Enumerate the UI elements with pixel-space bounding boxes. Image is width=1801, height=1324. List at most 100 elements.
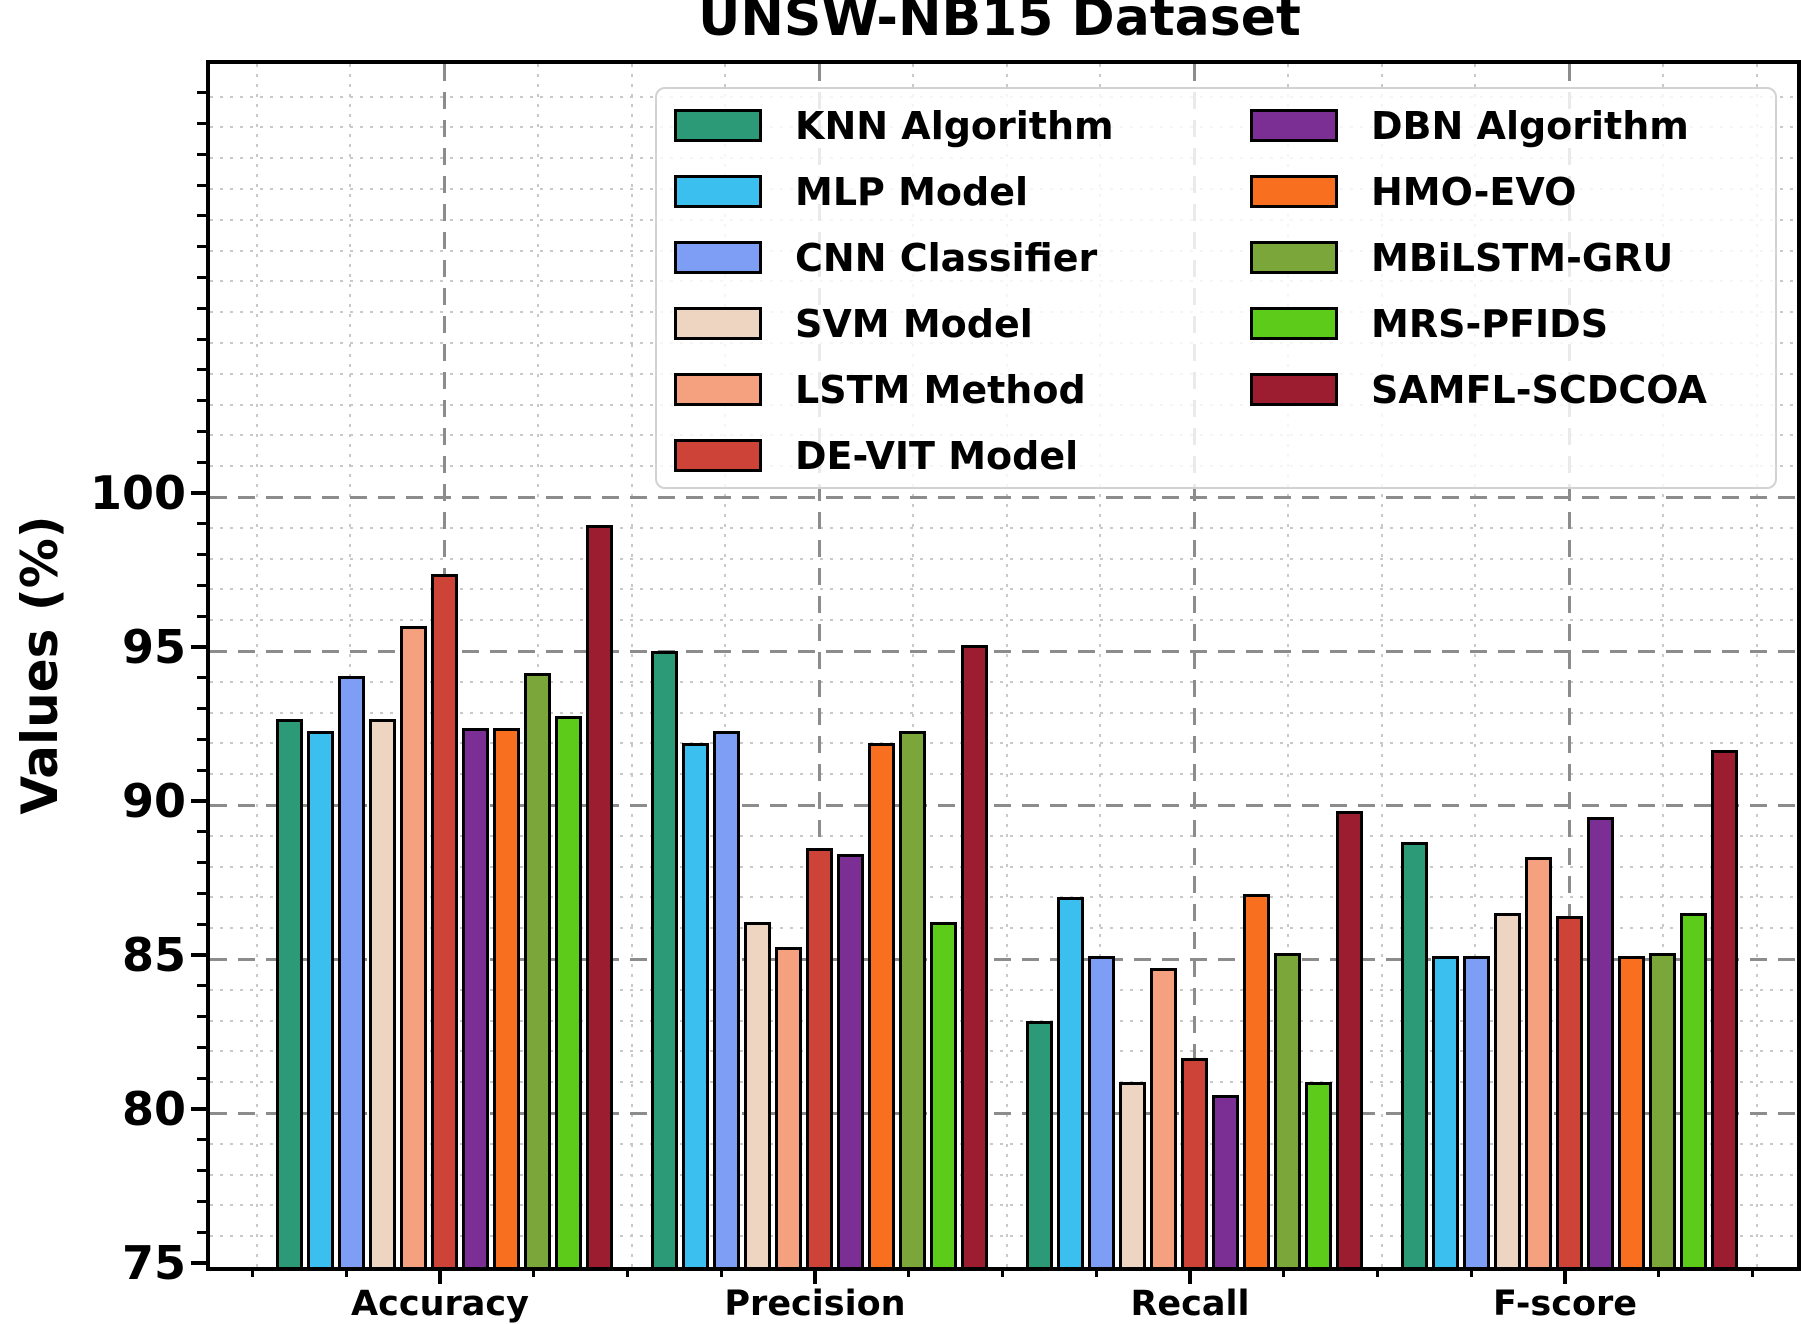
bar-cnn-classifier-accuracy — [337, 676, 365, 1267]
bar-mbilstm-gru-accuracy — [523, 673, 551, 1267]
bar-mlp-model-accuracy — [306, 731, 334, 1267]
y-major-tick — [191, 645, 206, 649]
gridline-major-v — [1192, 64, 1196, 1267]
gridline-major-v — [817, 64, 821, 1267]
legend-label: CNN Classifier — [795, 236, 1098, 280]
y-minor-tick — [197, 1045, 206, 1049]
x-minor-tick — [719, 1267, 723, 1277]
bar-de-vit-model-recall — [1180, 1058, 1208, 1267]
bar-mrs-pfids-accuracy — [554, 716, 582, 1267]
bar-hmo-evo-precision — [867, 743, 895, 1267]
gridline-major-h — [210, 649, 1797, 653]
x-tick-label: Accuracy — [351, 1284, 529, 1324]
gridline-major-h — [210, 803, 1797, 807]
gridline-major-h — [210, 1111, 1797, 1115]
bar-mbilstm-gru-recall — [1273, 953, 1301, 1267]
y-major-tick — [191, 799, 206, 803]
legend-label: MLP Model — [795, 170, 1029, 214]
gridline-minor-v — [536, 64, 539, 1267]
y-tick-label: 75 — [121, 1236, 186, 1290]
bar-knn-algorithm-accuracy — [275, 719, 303, 1267]
y-minor-tick — [197, 214, 206, 218]
legend-swatch-mrs-pfids — [1250, 307, 1338, 340]
y-minor-tick — [197, 522, 206, 526]
legend-label: DE-VIT Model — [795, 434, 1079, 478]
y-minor-tick — [197, 707, 206, 711]
y-minor-tick — [197, 460, 206, 464]
bar-cnn-classifier-recall — [1087, 956, 1115, 1267]
y-minor-tick — [197, 1230, 206, 1234]
y-tick-label: 90 — [121, 774, 186, 828]
bar-svm-model-recall — [1118, 1082, 1146, 1267]
y-minor-tick — [197, 275, 206, 279]
bar-mrs-pfids-f-score — [1679, 913, 1707, 1267]
bar-knn-algorithm-f-score — [1400, 842, 1428, 1267]
legend-swatch-hmo-evo — [1250, 175, 1338, 208]
gridline-minor-h — [210, 588, 1797, 591]
gridline-minor-h — [210, 711, 1797, 714]
y-minor-tick — [197, 614, 206, 618]
x-minor-tick — [1657, 1267, 1661, 1277]
gridline-minor-v — [1661, 64, 1664, 1267]
bar-mlp-model-recall — [1056, 897, 1084, 1267]
y-minor-tick — [197, 91, 206, 95]
legend-item: KNN Algorithm — [674, 106, 1214, 146]
bar-samfl-scdcoa-accuracy — [585, 525, 613, 1267]
bar-hmo-evo-f-score — [1617, 956, 1645, 1267]
bar-lstm-method-accuracy — [399, 626, 427, 1267]
gridline-major-v — [1567, 64, 1571, 1267]
bar-de-vit-model-accuracy — [430, 574, 458, 1267]
gridline-minor-h — [210, 1050, 1797, 1053]
y-minor-tick — [197, 152, 206, 156]
gridline-major-h — [210, 495, 1797, 499]
bar-samfl-scdcoa-recall — [1335, 811, 1363, 1267]
y-minor-tick — [197, 306, 206, 310]
gridline-minor-v — [1474, 64, 1477, 1267]
gridline-minor-h — [210, 988, 1797, 991]
legend-swatch-mbilstm-gru — [1250, 241, 1338, 274]
gridline-minor-h — [210, 680, 1797, 683]
bar-de-vit-model-precision — [805, 848, 833, 1267]
gridline-minor-v — [1755, 64, 1758, 1267]
y-minor-tick — [197, 984, 206, 988]
bar-dbn-algorithm-f-score — [1586, 817, 1614, 1267]
gridline-minor-v — [724, 64, 727, 1267]
x-minor-tick — [1376, 1267, 1379, 1277]
legend-item: SAMFL-SCDCOA — [1250, 370, 1790, 410]
x-minor-tick — [251, 1267, 254, 1277]
legend-swatch-knn-algorithm — [674, 109, 762, 142]
bar-de-vit-model-f-score — [1555, 916, 1583, 1267]
y-minor-tick — [197, 1199, 206, 1203]
y-major-tick — [191, 1107, 206, 1111]
gridline-minor-v — [911, 64, 914, 1267]
bar-mbilstm-gru-f-score — [1648, 953, 1676, 1267]
y-minor-tick — [197, 245, 206, 249]
legend-label: SVM Model — [795, 302, 1033, 346]
legend-item: MLP Model — [674, 172, 1214, 212]
y-minor-tick — [197, 861, 206, 865]
legend-swatch-de-vit-model — [674, 439, 762, 472]
x-major-tick — [1563, 1267, 1567, 1284]
bar-lstm-method-precision — [774, 947, 802, 1267]
bar-cnn-classifier-f-score — [1462, 956, 1490, 1267]
y-tick-label: 100 — [89, 466, 186, 520]
gridline-minor-h — [210, 1081, 1797, 1084]
gridline-minor-h — [210, 896, 1797, 899]
bar-svm-model-precision — [743, 922, 771, 1267]
legend-swatch-cnn-classifier — [674, 241, 762, 274]
legend-item: CNN Classifier — [674, 238, 1214, 278]
x-minor-tick — [626, 1267, 629, 1277]
bar-cnn-classifier-precision — [712, 731, 740, 1267]
gridline-minor-h — [210, 834, 1797, 837]
y-minor-tick — [197, 676, 206, 680]
y-minor-tick — [197, 1169, 206, 1173]
legend-label: SAMFL-SCDCOA — [1371, 368, 1707, 412]
bar-dbn-algorithm-recall — [1211, 1095, 1239, 1267]
x-minor-tick — [1469, 1267, 1473, 1277]
y-minor-tick — [197, 1138, 206, 1142]
gridline-minor-v — [1005, 64, 1008, 1267]
legend-label: KNN Algorithm — [795, 104, 1114, 148]
legend-label: MRS-PFIDS — [1371, 302, 1609, 346]
y-minor-tick — [197, 737, 206, 741]
y-minor-tick — [197, 830, 206, 834]
